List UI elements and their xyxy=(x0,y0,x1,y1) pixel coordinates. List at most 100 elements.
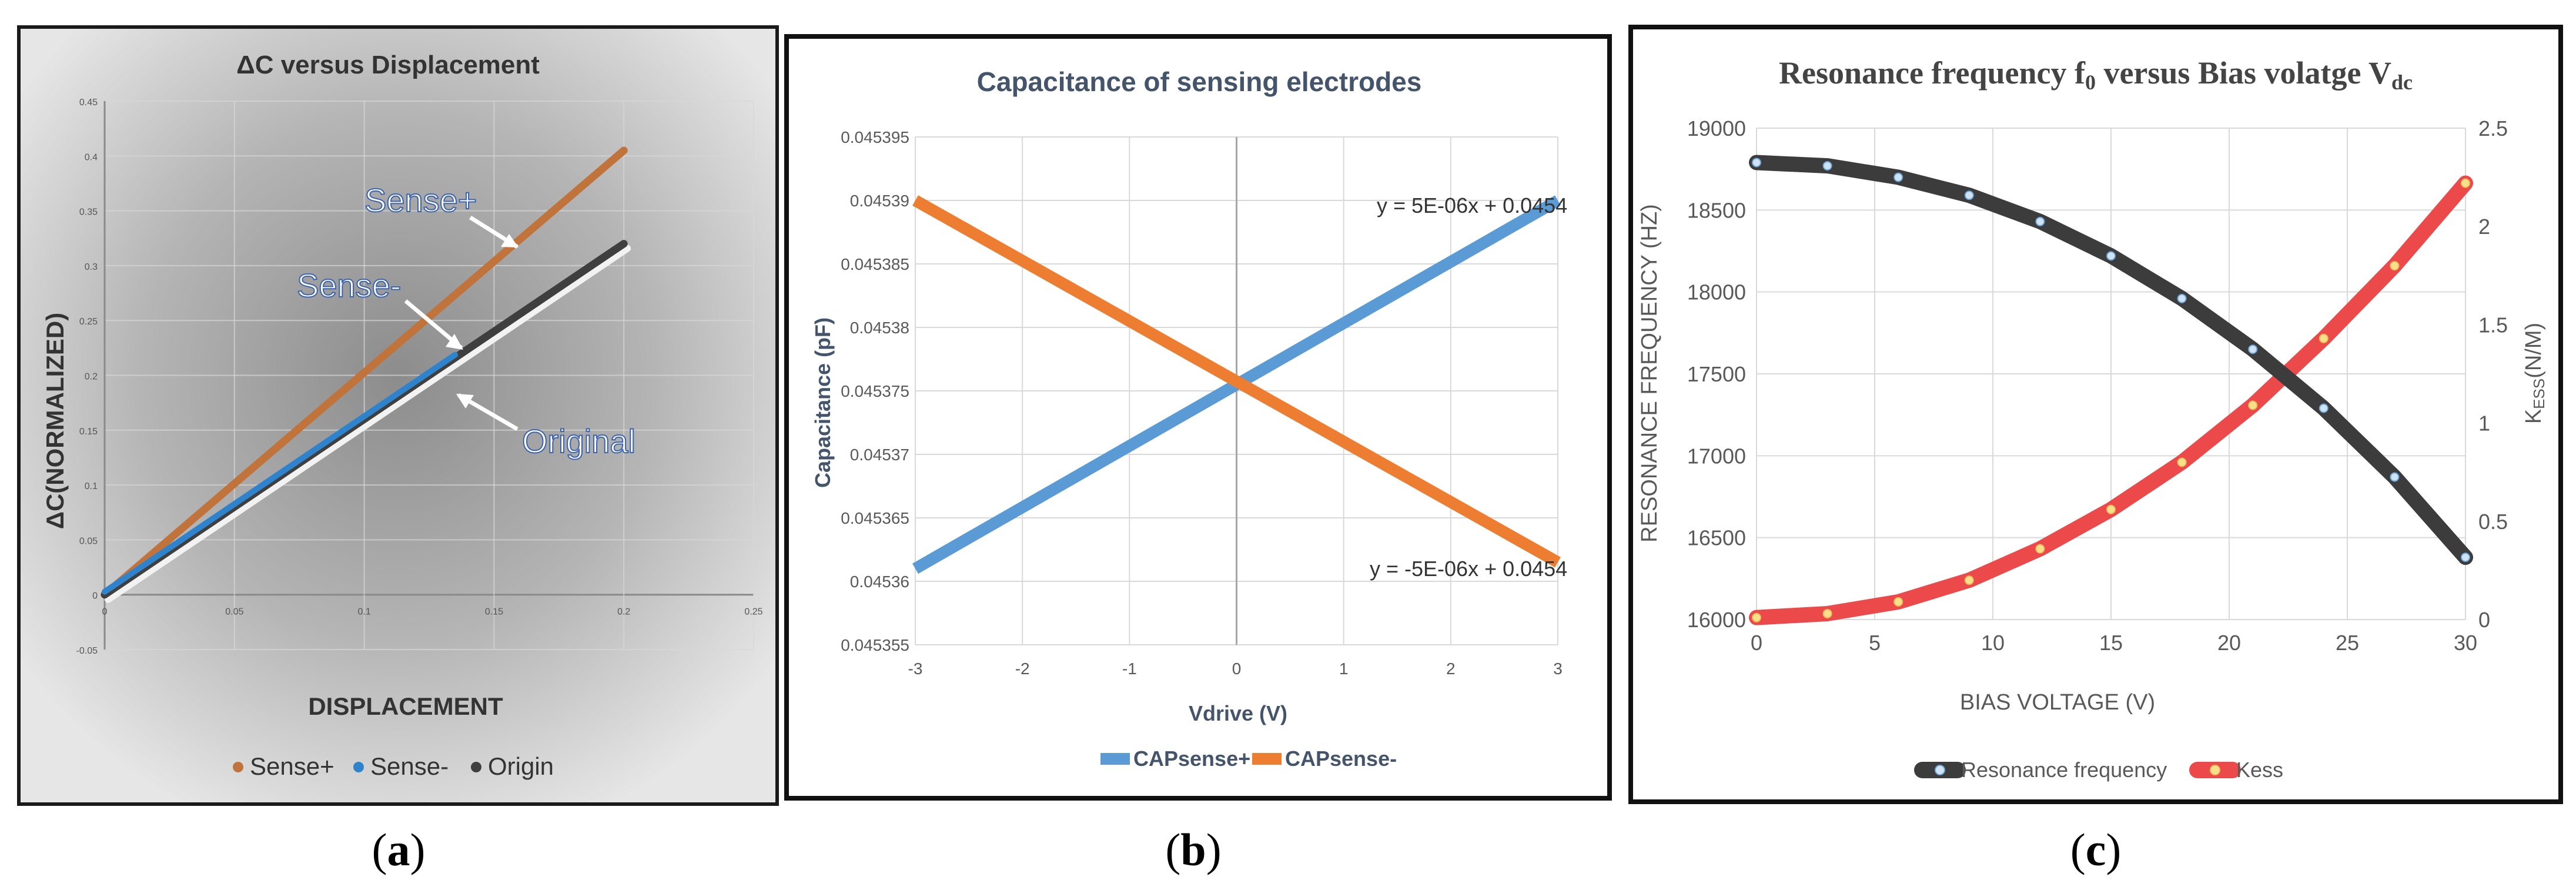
x-tick-label-2: -1 xyxy=(1122,660,1137,678)
x-tick-label-2: 10 xyxy=(1981,631,2005,655)
panel-a-legend: Sense+ Sense- Origin xyxy=(233,752,554,780)
x-tick-label-3: 0.15 xyxy=(485,607,503,617)
annotation-arrowhead-sense-minus xyxy=(446,334,463,350)
point-resonance-frequency-4 xyxy=(2035,216,2045,226)
y-tick-label-5: 0.2 xyxy=(85,372,98,382)
panel-c-title: Resonance frequency f0 versus Bias volat… xyxy=(1779,55,2413,94)
y-tick-label-1: 0 xyxy=(92,591,98,601)
x-tick-label-5: 2 xyxy=(1446,660,1456,678)
y-tick-label-1: 16500 xyxy=(1687,526,1746,550)
panel-c-y-axis-label: RESONANCE FREQUENCY (HZ) xyxy=(1637,204,1662,543)
point-resonance-frequency-1 xyxy=(1822,161,1832,171)
point-kess-7 xyxy=(2248,400,2258,410)
panel-label-b-letter: b xyxy=(1180,824,1206,875)
point-resonance-frequency-9 xyxy=(2390,472,2400,482)
y-tick-label-7: 0.3 xyxy=(85,262,98,272)
y2-tick-label-0: 0 xyxy=(2478,608,2490,632)
panel-label-c-letter: c xyxy=(2086,824,2106,875)
panel-b-x-ticks: -3 -2 -1 0 1 2 3 xyxy=(908,660,1563,678)
legend-label-cap-plus: CAPsense+ xyxy=(1133,747,1250,771)
y-tick-label-8: 0.35 xyxy=(79,207,98,217)
y-tick-label-6: 0.25 xyxy=(79,317,98,327)
panel-a-y-ticks: -0.05 0 0.05 0.1 0.15 0.2 0.25 0.3 0.35 0.4 0.45 xyxy=(76,98,98,656)
panel-c-y2-label-sub: ESS xyxy=(2530,379,2548,409)
panel-a-y-axis-label: ΔC(NORMALIZED) xyxy=(41,313,69,529)
panel-c-y2-label-unit: (N/M) xyxy=(2521,323,2546,379)
legend-marker-sense-minus xyxy=(353,762,364,772)
legend-label-kess: Kess xyxy=(2236,758,2283,782)
legend-label-cap-minus: CAPsense- xyxy=(1285,747,1397,771)
x-tick-label-6: 30 xyxy=(2454,631,2477,655)
annotation-sense-minus: Sense- xyxy=(297,267,401,304)
panel-b-series xyxy=(912,195,1561,574)
y-tick-label-10: 0.45 xyxy=(79,98,98,108)
panel-label-b: (b) xyxy=(1165,824,1221,875)
panel-c-y2-ticks: 0 0.5 1 1.5 2 2.5 xyxy=(2478,116,2508,632)
y2-tick-label-2: 1 xyxy=(2478,411,2490,436)
point-kess-4 xyxy=(2035,544,2045,554)
x-tick-label-5: 25 xyxy=(2336,631,2359,655)
annotation-arrowhead-original xyxy=(456,394,474,409)
point-resonance-frequency-8 xyxy=(2319,403,2329,413)
panel-a-series xyxy=(101,146,631,603)
y-tick-label-1: 0.04536 xyxy=(850,573,909,591)
y-tick-label-3: 17500 xyxy=(1687,362,1746,386)
y-tick-label-4: 0.045375 xyxy=(841,382,909,400)
x-tick-label-1: -2 xyxy=(1015,660,1030,678)
x-tick-label-5: 0.25 xyxy=(744,607,762,617)
panel-a-x-ticks: 0 0.05 0.1 0.15 0.2 0.25 xyxy=(102,607,763,617)
point-kess-2 xyxy=(1893,597,1903,607)
y-tick-label-8: 0.045395 xyxy=(841,128,909,146)
panel-b: Capacitance of sensing electrodes 0.0453… xyxy=(784,34,1612,875)
point-kess-9 xyxy=(2390,261,2400,271)
x-tick-label-6: 3 xyxy=(1553,660,1563,678)
trendline-label-minus: y = -5E-06x + 0.0454 xyxy=(1370,557,1567,581)
panel-c-title-main: Resonance frequency f xyxy=(1779,55,2086,91)
panel-b-frame xyxy=(784,34,1612,801)
y-tick-label-0: 0.045355 xyxy=(841,636,909,654)
x-tick-label-4: 1 xyxy=(1339,660,1349,678)
panel-a-title: ΔC versus Displacement xyxy=(236,51,540,79)
panel-b-legend: CAPsense+ CAPsense- xyxy=(1100,747,1397,771)
panel-label-c: (c) xyxy=(2070,824,2122,875)
x-tick-label-0: -3 xyxy=(908,660,923,678)
point-kess-10 xyxy=(2461,178,2470,188)
panel-c-legend: Resonance frequency Kess xyxy=(1914,758,2283,782)
y-tick-label-3: 0.1 xyxy=(85,481,98,491)
legend-label-resonance: Resonance frequency xyxy=(1961,758,2167,782)
legend-marker-resonance xyxy=(1935,765,1945,775)
y2-tick-label-5: 2.5 xyxy=(2478,116,2508,140)
y-tick-label-9: 0.4 xyxy=(85,152,98,162)
panel-a-frame xyxy=(17,25,779,806)
point-resonance-frequency-6 xyxy=(2177,293,2187,303)
y-tick-label-0: 16000 xyxy=(1687,608,1746,632)
point-resonance-frequency-3 xyxy=(1964,190,1974,200)
y-tick-label-6: 0.045385 xyxy=(841,255,909,273)
panel-c-frame xyxy=(1628,25,2563,804)
y2-tick-label-3: 1.5 xyxy=(2478,313,2508,337)
y2-tick-label-1: 0.5 xyxy=(2478,510,2508,534)
panel-label-a: (a) xyxy=(372,824,426,875)
legend-label-sense-minus: Sense- xyxy=(370,752,449,780)
panel-b-y-axis-label: Capacitance (pF) xyxy=(811,317,835,488)
x-tick-label-4: 20 xyxy=(2217,631,2241,655)
panel-c-title-sub0: 0 xyxy=(2085,71,2096,94)
y-tick-label-7: 0.04539 xyxy=(850,192,909,210)
point-resonance-frequency-7 xyxy=(2248,344,2258,354)
legend-marker-sense-plus xyxy=(233,762,243,772)
legend-marker-origin xyxy=(471,762,481,772)
series-cap-minus xyxy=(912,195,1561,568)
y-tick-label-2: 0.05 xyxy=(79,536,98,546)
y-tick-label-5: 18500 xyxy=(1687,198,1746,222)
y-tick-label-5: 0.04538 xyxy=(850,319,909,337)
x-tick-label-1: 5 xyxy=(1869,631,1881,655)
x-tick-label-0: 0 xyxy=(1751,631,1762,655)
panel-c-y-ticks: 16000 16500 17000 17500 18000 18500 19000 xyxy=(1687,116,1746,632)
point-kess-8 xyxy=(2319,333,2329,343)
panel-label-a-letter: a xyxy=(387,824,410,875)
panel-c-x-axis-label: BIAS VOLTAGE (V) xyxy=(1960,690,2155,715)
panel-c-series xyxy=(1749,155,2473,625)
y2-tick-label-4: 2 xyxy=(2478,215,2490,239)
x-tick-label-3: 15 xyxy=(2099,631,2123,655)
